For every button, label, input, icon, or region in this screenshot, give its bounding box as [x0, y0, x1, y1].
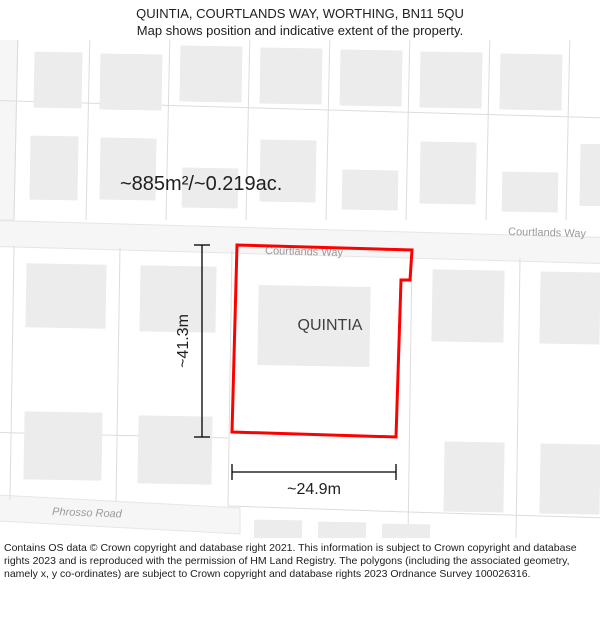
property-name: QUINTIA	[298, 317, 363, 334]
building	[318, 521, 366, 537]
building	[137, 415, 212, 484]
area-label: ~885m²/~0.219ac.	[120, 173, 282, 195]
footer: Contains OS data © Crown copyright and d…	[0, 538, 600, 581]
building	[340, 49, 403, 106]
map: Courtlands WayCourtlands WayPhrosso Road…	[0, 40, 600, 538]
subtitle: Map shows position and indicative extent…	[0, 23, 600, 40]
building	[419, 141, 476, 204]
building	[431, 269, 504, 342]
building	[100, 53, 163, 110]
dim-height-label: ~41.3m	[175, 314, 192, 368]
building	[539, 271, 600, 344]
title: QUINTIA, COURTLANDS WAY, WORTHING, BN11 …	[0, 6, 600, 23]
building	[443, 441, 504, 512]
building	[180, 45, 243, 102]
building	[500, 53, 563, 110]
building	[502, 171, 559, 212]
building	[254, 519, 302, 537]
header: QUINTIA, COURTLANDS WAY, WORTHING, BN11 …	[0, 0, 600, 40]
road-label: Phrosso Road	[52, 506, 123, 520]
dim-width-label: ~24.9m	[287, 481, 341, 498]
building	[34, 51, 83, 108]
building	[539, 443, 600, 514]
road-label: Courtlands Way	[508, 226, 587, 240]
building	[25, 263, 106, 328]
building	[382, 523, 430, 537]
building	[260, 47, 323, 104]
building	[420, 51, 483, 108]
building	[23, 411, 102, 480]
building	[342, 169, 399, 210]
building	[579, 144, 600, 207]
building	[29, 135, 78, 200]
